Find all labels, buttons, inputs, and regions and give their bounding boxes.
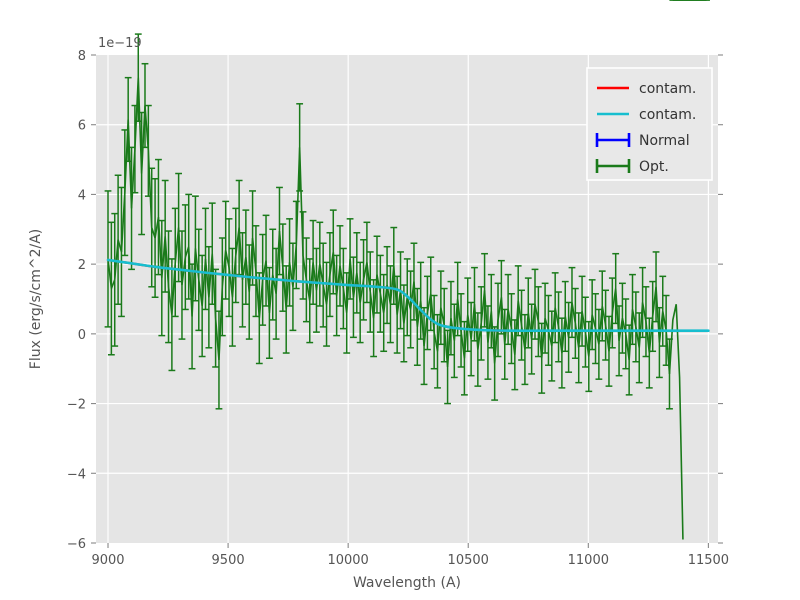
legend-label: Opt. (639, 159, 669, 175)
x-tick-label: 11000 (568, 553, 609, 568)
legend-box (586, 67, 713, 181)
y-tick-label: 8 (78, 49, 86, 64)
y-tick-label: −2 (67, 398, 86, 413)
x-axis-title: Wavelength (A) (353, 575, 461, 591)
legend-entry-1[interactable]: contam. (597, 107, 696, 123)
legend-label: contam. (639, 81, 696, 97)
contamination-model-line-cyan (106, 258, 710, 333)
y-tick-label: −6 (67, 537, 86, 552)
y-tick-label: 4 (78, 188, 86, 203)
legend-label: contam. (639, 107, 696, 123)
tick-marks (91, 54, 723, 548)
y-tick-label: −4 (67, 467, 86, 482)
data-series-layer (104, 0, 710, 540)
y-tick-label: 6 (78, 119, 86, 134)
y-axis-title: Flux (erg/s/cm^2/A) (28, 229, 44, 369)
x-tick-label: 9500 (212, 553, 245, 568)
x-tick-label: 10500 (448, 553, 489, 568)
x-tick-label: 9000 (91, 553, 124, 568)
legend-entry-0[interactable]: contam. (597, 81, 696, 97)
legend-label: Normal (639, 133, 690, 149)
legend-entry-3[interactable]: Opt. (595, 159, 669, 175)
x-tick-label: 10000 (327, 553, 368, 568)
legend-entry-2[interactable]: Normal (595, 133, 690, 149)
x-tick-label: 11500 (688, 553, 729, 568)
chart-legend[interactable]: contam. contam. Normal Opt. (586, 67, 713, 181)
tick-labels: 9000 9500 10000 10500 11000 11500 −6 −4 −2 0 2 4 6 8 (67, 49, 729, 568)
y-axis-offset-label: 1e−19 (98, 36, 142, 51)
y-tick-label: 2 (78, 258, 86, 273)
y-tick-label: 0 (78, 328, 86, 343)
errorbar-series-opt (104, 0, 710, 540)
